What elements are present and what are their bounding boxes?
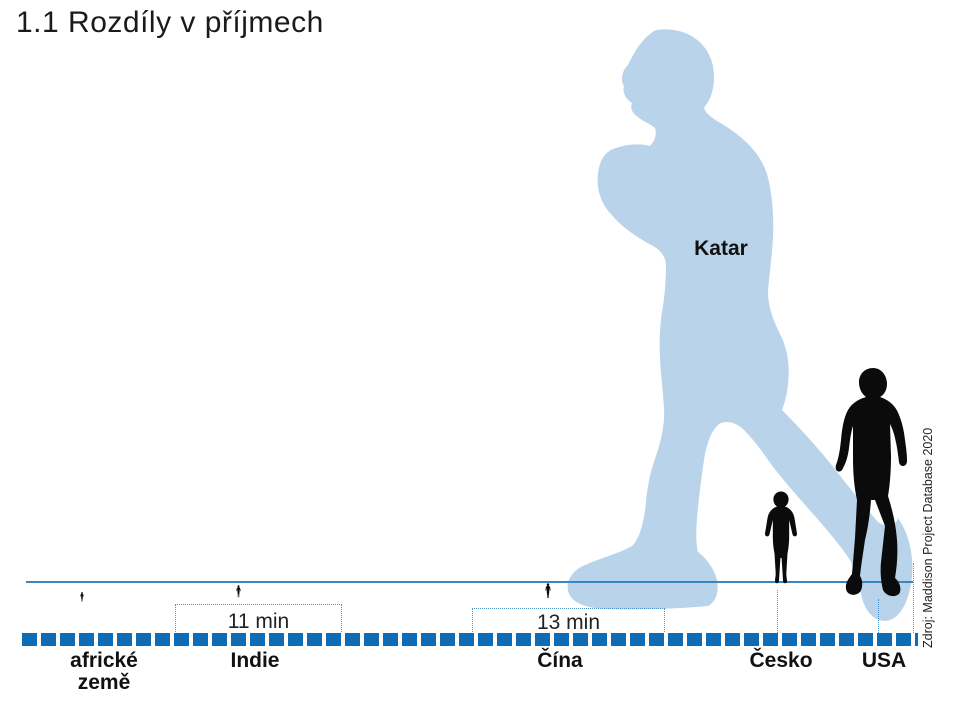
- axis-label-indie: Indie: [230, 649, 280, 672]
- source-note: Zdroj: Maddison Project Database 2020: [921, 427, 935, 648]
- page-title: 1.1 Rozdíly v příjmech: [16, 6, 324, 39]
- axis-label-usa: USA: [861, 649, 907, 672]
- china-time-label: 13 min: [536, 611, 601, 634]
- china-time-bracket: 13 min: [472, 608, 665, 634]
- usa-position-tick: [878, 599, 879, 633]
- cina-figure-icon: [545, 583, 551, 599]
- india-time-label: 11 min: [227, 610, 290, 633]
- katar-label: Katar: [694, 237, 748, 260]
- cesko-position-tick: [777, 590, 778, 633]
- axis-label-africke-line2: země: [77, 671, 131, 694]
- income-axis-bar: [22, 633, 918, 646]
- usa-figure-icon: [835, 368, 907, 597]
- cesko-figure-icon: [762, 489, 800, 589]
- katar-position-tick: [913, 563, 914, 633]
- axis-label-africke-line1: africké: [70, 649, 138, 672]
- axis-label-cesko: Česko: [749, 649, 813, 672]
- axis-label-cina: Čína: [537, 649, 583, 672]
- katar-figure-icon: [567, 29, 913, 621]
- ground-line: [26, 581, 913, 583]
- africa-figure-icon: [80, 592, 84, 602]
- axis-label-africke-zeme: africké země: [44, 650, 164, 694]
- india-time-bracket: 11 min: [175, 604, 342, 634]
- indie-figure-icon: [236, 585, 241, 598]
